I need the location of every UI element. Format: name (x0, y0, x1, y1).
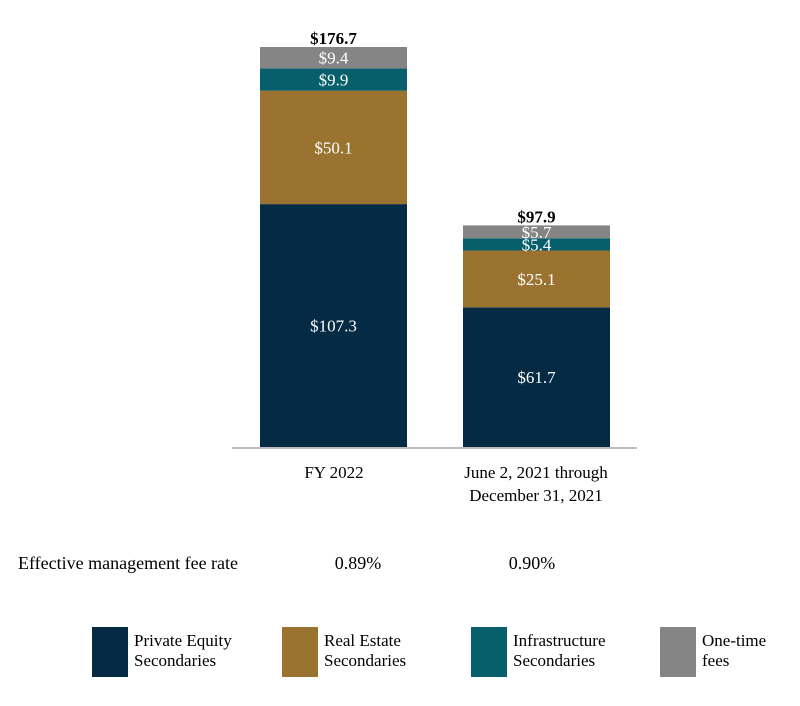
legend-line: Secondaries (513, 651, 596, 670)
fee-rate-label: Effective management fee rate (18, 553, 239, 573)
bar-segment-infrastructure-secondaries-1 (463, 238, 610, 251)
bar-segment-infrastructure-secondaries-0 (260, 68, 407, 91)
stacked-bar-chart: $107.3$50.1$9.9$9.4$176.7$61.7$25.1$5.4$… (232, 29, 637, 449)
fee-rate-value-fy2022: 0.89% (334, 553, 382, 573)
data-label: $9.9 (319, 70, 349, 89)
bar-segment-real-estate-secondaries-0 (260, 90, 407, 205)
legend-line: Private Equity (134, 631, 232, 650)
data-label: $50.1 (314, 138, 352, 157)
bar-segment-private-equity-secondaries-1 (463, 307, 610, 447)
legend-line: One-time (702, 631, 767, 650)
bar-segment-private-equity-secondaries-0 (260, 204, 407, 447)
legend-text: Infrastructure Secondaries (513, 631, 633, 671)
legend-line: Real Estate (324, 631, 401, 650)
legend-text: Real Estate Secondaries (324, 631, 444, 671)
total-label: $176.7 (310, 29, 357, 48)
legend-text: One-time fees (702, 631, 800, 671)
category-label-line: June 2, 2021 through (464, 463, 608, 482)
bar-segment-real-estate-secondaries-1 (463, 250, 610, 308)
legend-line: fees (702, 651, 730, 670)
fee-rate-value-stub-period: 0.90% (508, 553, 556, 573)
legend-swatch (660, 627, 696, 677)
total-label: $97.9 (517, 207, 555, 226)
bar-segment-one-time-fees-1 (463, 225, 610, 239)
data-label: $107.3 (310, 317, 357, 336)
category-label-line: December 31, 2021 (469, 486, 603, 505)
data-label: $5.4 (522, 235, 552, 254)
legend-swatch (92, 627, 128, 677)
legend-swatch (471, 627, 507, 677)
bars-layer: $107.3$50.1$9.9$9.4$176.7$61.7$25.1$5.4$… (260, 29, 610, 447)
category-label-fy2022: FY 2022 (214, 461, 454, 484)
data-label: $9.4 (319, 49, 349, 68)
legend-line: Infrastructure (513, 631, 606, 650)
category-label-stub-period: June 2, 2021 through December 31, 2021 (416, 461, 656, 507)
legend-text: Private Equity Secondaries (134, 631, 254, 671)
bar-segment-one-time-fees-0 (260, 47, 407, 69)
category-label-line: FY 2022 (304, 463, 364, 482)
legend-line: Secondaries (324, 651, 407, 670)
data-label: $25.1 (517, 270, 555, 289)
data-label: $61.7 (517, 368, 556, 387)
legend-swatch (282, 627, 318, 677)
data-label: $5.7 (522, 223, 552, 242)
legend-line: Secondaries (134, 651, 217, 670)
